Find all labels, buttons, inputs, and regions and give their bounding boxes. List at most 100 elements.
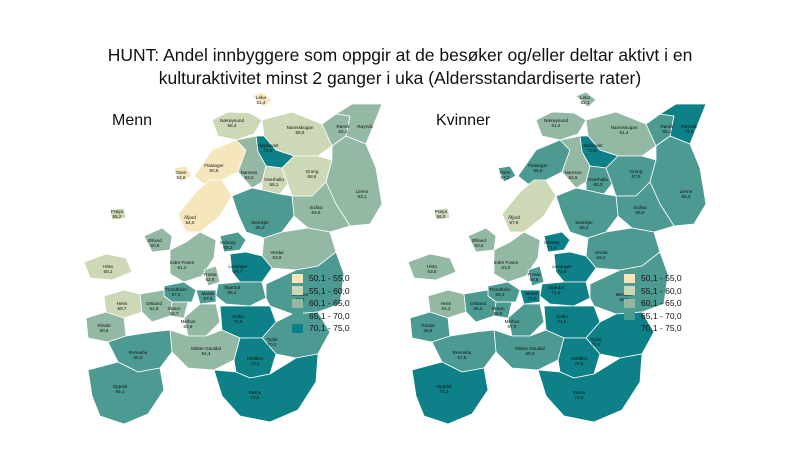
region-stjordal xyxy=(539,281,591,307)
label-name-rennebu: Rennebu xyxy=(453,350,472,355)
label-value-snasa: 64,9 xyxy=(312,210,321,215)
label-value-flatanger: 50,5 xyxy=(210,168,219,173)
label-value-steinkjer: 66,2 xyxy=(580,225,589,230)
label-value-frosta: 68,8 xyxy=(530,277,539,282)
label-value-indre-fosen: 61,2 xyxy=(178,265,187,270)
label-value-midtre-gauldal: 64,4 xyxy=(202,351,211,356)
region-hitra xyxy=(83,253,133,281)
region-steinkjer xyxy=(555,187,619,239)
label-name-namsos: Namsos xyxy=(241,170,259,175)
label-value-rindal: 66,9 xyxy=(424,328,433,333)
label-name-midtre-gauldal: Midtre Gauldal xyxy=(515,346,545,351)
municipality-regions xyxy=(407,91,707,425)
label-value-orkland: 65,2 xyxy=(474,306,483,311)
legend-menn: 50,1 - 55,0 55,1 - 60,0 60,1 - 65,0 65,1 - … xyxy=(292,272,350,335)
label-value-rennebu: 67,5 xyxy=(458,355,467,360)
region-tydal xyxy=(261,311,331,359)
label-value-heim: 64,3 xyxy=(442,306,451,311)
legend-swatch xyxy=(624,273,635,283)
label-value-stjordal: 71,2 xyxy=(552,290,561,295)
legend-label: 70,1 - 75,0 xyxy=(641,323,682,333)
region-frosta xyxy=(527,265,545,287)
label-value-rorvik: 62,1 xyxy=(339,129,348,134)
legend-item: 50,1 - 55,0 xyxy=(292,272,350,284)
label-value-tydal: 70,0 xyxy=(268,342,277,347)
label-value-verdal: 63,9 xyxy=(273,255,282,260)
legend-kvinner: 50,1 - 55,0 55,1 - 60,0 60,1 - 65,0 65,1 - … xyxy=(624,272,682,335)
legend-swatch xyxy=(624,323,635,333)
label-value-holtalen: 73,1 xyxy=(251,361,260,366)
label-value-overhalla: 58,1 xyxy=(270,182,279,187)
label-name-midtre-gauldal: Midtre Gauldal xyxy=(191,346,221,351)
legend-item: 60,1 - 65,0 xyxy=(292,297,350,309)
label-value-holtalen: 70,5 xyxy=(575,361,584,366)
label-name-flatanger: Flatanger xyxy=(528,163,548,168)
label-name-selbu: Selbu xyxy=(556,314,568,319)
label-name-oppdal: Oppdal xyxy=(437,384,452,389)
legend-label: 65,1 - 70,0 xyxy=(309,310,350,321)
label-name-tydal: Tydal xyxy=(267,337,278,342)
label-value-orland: 63,6 xyxy=(475,243,484,248)
label-value-hitra: 63,6 xyxy=(428,269,437,274)
legend-item: 70,1 - 75,0 xyxy=(624,322,682,334)
label-name-afjord: Åfjord xyxy=(508,214,520,220)
region-meraker xyxy=(265,251,345,315)
label-value-steinkjer: 66,0 xyxy=(256,225,265,230)
label-value-froya: 56,0 xyxy=(437,214,446,219)
legend-label: 60,1 - 65,0 xyxy=(641,298,682,308)
legend-label: 55,1 - 60,0 xyxy=(641,285,682,296)
label-name-steinkjer: Steinkjer xyxy=(251,220,269,225)
region-malvik xyxy=(195,289,217,305)
label-value-selbu: 70,6 xyxy=(234,319,243,324)
legend-label: 55,1 - 60,0 xyxy=(309,285,350,296)
label-name-afjord: Åfjord xyxy=(184,214,196,220)
label-value-lierne: 65,3 xyxy=(682,194,691,199)
label-name-naeroysund: Nærøysund xyxy=(544,118,568,123)
region-lierne xyxy=(649,135,707,227)
label-name-hoylandet: Høylandet xyxy=(582,143,604,148)
label-value-naeroysund: 61,4 xyxy=(552,123,561,128)
title-line-2: kulturaktivitet minst 2 ganger i uka (Al… xyxy=(158,68,642,88)
region-roros xyxy=(537,353,643,423)
legend-swatch xyxy=(292,311,303,320)
label-value-royrvik: 72,9 xyxy=(685,129,694,134)
legend-swatch xyxy=(292,298,303,308)
label-name-oppdal: Oppdal xyxy=(113,384,128,389)
region-oppdal xyxy=(87,361,165,425)
label-value-verdal: 69,2 xyxy=(597,255,606,260)
map-heading-menn: Menn xyxy=(112,112,153,129)
legend-swatch xyxy=(624,298,635,308)
label-name-stjordal: Stjørdal xyxy=(224,285,240,290)
label-value-afjord: 54,0 xyxy=(186,220,195,225)
label-name-orland: Ørland xyxy=(472,238,486,243)
label-name-levanger: Levanger xyxy=(228,264,248,269)
label-value-lierne: 63,1 xyxy=(358,194,367,199)
label-value-oppdal: 66,1 xyxy=(116,389,125,394)
label-value-namsos: 64,5 xyxy=(569,175,578,180)
label-name-froya: Frøya xyxy=(435,209,447,214)
legend-swatch xyxy=(292,286,303,295)
region-steinkjer xyxy=(231,187,295,239)
legend-item: 70,1 - 75,0 xyxy=(292,322,350,334)
label-value-hoylandet: 73,8 xyxy=(588,148,597,153)
label-name-frosta: Frosta xyxy=(203,272,216,277)
region-stjordal xyxy=(215,281,267,307)
label-name-melhus: Melhus xyxy=(181,319,197,324)
label-name-rennebu: Rennebu xyxy=(129,350,148,355)
region-orland xyxy=(143,227,173,253)
label-value-rindal: 60,6 xyxy=(100,328,109,333)
map-panel-menn: Leka 51,4 Nærøysund 58,4 Namsskogan 58,5 Rørvi… xyxy=(83,91,383,425)
label-name-indre-fosen: Indre Fosen xyxy=(170,260,195,265)
legend-label: 60,1 - 65,0 xyxy=(309,298,350,308)
label-name-rindal: Rindal xyxy=(97,323,110,328)
region-tydal xyxy=(585,311,655,359)
label-value-overhalla: 65,3 xyxy=(594,182,603,187)
region-lierne xyxy=(325,135,383,227)
label-name-snasa: Snåsa xyxy=(309,204,322,210)
region-oppdal xyxy=(411,361,489,425)
label-name-namsskogan: Namsskogan xyxy=(611,125,638,130)
label-name-selbu: Selbu xyxy=(232,314,244,319)
map-panel-kvinner: Leka 62,1 Nærøysund 61,4 Namsskogan 61,4 Rørvi… xyxy=(400,0,800,462)
region-frosta xyxy=(203,265,221,287)
